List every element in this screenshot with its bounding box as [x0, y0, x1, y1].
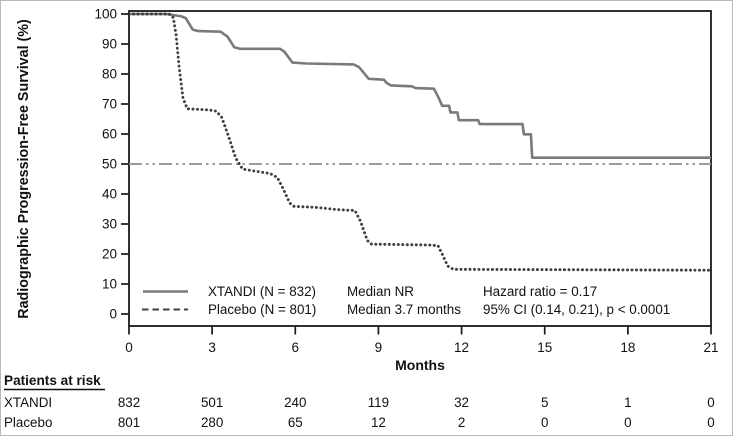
risk-count-xtandi: 0: [707, 395, 714, 410]
risk-count-placebo: 0: [707, 415, 714, 430]
y-tick-label: 70: [102, 97, 117, 112]
risk-count-xtandi: 32: [454, 395, 469, 410]
risk-count-xtandi: 1: [624, 395, 631, 410]
risk-count-placebo: 0: [541, 415, 548, 430]
x-tick-label: 6: [292, 340, 300, 355]
risk-count-xtandi: 832: [118, 395, 140, 410]
risk-table-values: 832 501 240 119 32 5 1 0 801 280 65 12 2 0 0 0: [118, 395, 715, 430]
legend: XTANDI (N = 832) Placebo (N = 801) Media…: [142, 284, 670, 317]
risk-count-placebo: 801: [118, 415, 140, 430]
legend-hazard-ratio: Hazard ratio = 0.17: [483, 284, 597, 299]
x-tick-label: 12: [454, 340, 469, 355]
y-tick-label: 30: [102, 217, 117, 232]
curve-placebo: [127, 12, 713, 272]
y-tick-label: 50: [102, 157, 117, 172]
curve-xtandi: [129, 12, 711, 159]
y-axis-title: Radiographic Progression-Free Survival (…: [16, 19, 32, 319]
y-tick-label: 100: [94, 7, 117, 22]
y-tick-label: 60: [102, 127, 117, 142]
legend-confidence-interval: 95% CI (0.14, 0.21), p < 0.0001: [483, 302, 670, 317]
risk-count-xtandi: 240: [284, 395, 306, 410]
x-tick-label: 15: [537, 340, 552, 355]
risk-count-placebo: 0: [624, 415, 631, 430]
plot-frame: [128, 10, 712, 327]
x-axis-title: Months: [395, 357, 445, 373]
risk-count-xtandi: 119: [368, 395, 389, 410]
legend-median-placebo: Median 3.7 months: [347, 302, 461, 317]
risk-count-xtandi: 5: [541, 395, 548, 410]
legend-label-xtandi: XTANDI (N = 832): [208, 284, 316, 299]
x-tick-label: 3: [208, 340, 216, 355]
x-tick-label: 18: [620, 340, 635, 355]
risk-count-xtandi: 501: [201, 395, 223, 410]
legend-label-placebo: Placebo (N = 801): [208, 302, 316, 317]
y-tick-label: 0: [109, 307, 117, 322]
axis-ticks: [121, 13, 712, 335]
patients-at-risk-table: Patients at risk XTANDI Placebo: [4, 373, 105, 430]
y-tick-label: 90: [102, 37, 117, 52]
risk-row-label-xtandi: XTANDI: [4, 395, 52, 410]
y-tick-label: 80: [102, 67, 117, 82]
x-tick-label: 0: [125, 340, 133, 355]
risk-count-placebo: 12: [371, 415, 386, 430]
x-tick-label: 21: [703, 340, 718, 355]
legend-median-xtandi: Median NR: [347, 284, 414, 299]
risk-row-label-placebo: Placebo: [4, 415, 52, 430]
y-tick-label: 20: [102, 247, 117, 262]
risk-count-placebo: 2: [458, 415, 465, 430]
risk-count-placebo: 280: [201, 415, 223, 430]
y-tick-label: 10: [102, 277, 117, 292]
survival-curves: [127, 12, 713, 272]
y-tick-label: 40: [102, 187, 117, 202]
x-tick-label: 9: [375, 340, 383, 355]
risk-table-header: Patients at risk: [4, 373, 101, 388]
risk-count-placebo: 65: [288, 415, 303, 430]
